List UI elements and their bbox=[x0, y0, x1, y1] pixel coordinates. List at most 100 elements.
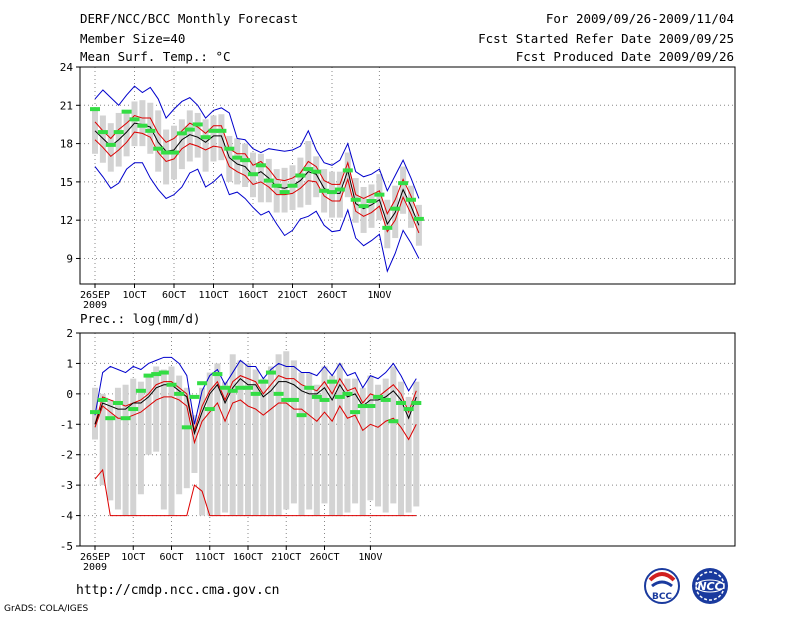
ensemble-box bbox=[222, 381, 229, 513]
observed-marker bbox=[161, 150, 172, 155]
x-tick-label: 26OCT bbox=[317, 290, 347, 301]
observed-marker bbox=[105, 142, 116, 147]
ncc-logo: NCC bbox=[692, 568, 728, 604]
observed-marker bbox=[169, 150, 179, 155]
observed-marker bbox=[250, 391, 261, 396]
observed-marker bbox=[406, 197, 416, 202]
observed-marker bbox=[216, 128, 227, 133]
observed-marker bbox=[90, 410, 100, 415]
series-line-min bbox=[94, 468, 417, 517]
observed-marker bbox=[281, 397, 292, 402]
observed-marker bbox=[181, 425, 192, 430]
ensemble-box bbox=[163, 129, 170, 185]
ensemble-box bbox=[153, 366, 160, 452]
ensemble-box bbox=[260, 378, 267, 516]
observed-marker bbox=[176, 131, 187, 136]
y-tick-label: 21 bbox=[60, 99, 73, 112]
ensemble-box bbox=[267, 366, 274, 516]
ensemble-box bbox=[210, 115, 217, 162]
y-tick-label: 24 bbox=[60, 61, 74, 74]
y-tick-label: 0 bbox=[66, 388, 73, 401]
observed-marker bbox=[373, 394, 384, 399]
observed-marker bbox=[121, 109, 132, 114]
y-tick-label: -5 bbox=[60, 540, 73, 553]
observed-marker bbox=[235, 385, 246, 390]
observed-marker bbox=[255, 163, 266, 168]
x-tick-label: 1OCT bbox=[121, 552, 145, 563]
series-line-min bbox=[94, 162, 420, 273]
member-size: Member Size=40 bbox=[80, 31, 186, 46]
observed-marker bbox=[411, 400, 422, 405]
ensemble-box bbox=[367, 375, 374, 501]
ensemble-box bbox=[329, 375, 336, 516]
observed-marker bbox=[166, 382, 177, 387]
x-tick-label: 11OCT bbox=[195, 552, 225, 563]
observed-marker bbox=[388, 419, 399, 424]
ensemble-box bbox=[297, 157, 304, 208]
ensemble-box bbox=[123, 110, 130, 157]
observed-marker bbox=[311, 394, 322, 399]
ensemble-box bbox=[122, 384, 129, 516]
ensemble-box bbox=[107, 123, 114, 172]
plot-frame bbox=[79, 332, 736, 547]
x-tick-label: 1NOV bbox=[358, 552, 382, 563]
observed-marker bbox=[145, 128, 156, 133]
observed-marker bbox=[403, 407, 414, 412]
ensemble-box bbox=[368, 184, 375, 228]
ensemble-box bbox=[306, 372, 313, 510]
observed-marker bbox=[227, 388, 238, 393]
observed-marker bbox=[287, 183, 298, 188]
ensemble-box bbox=[186, 110, 193, 162]
ensemble-box bbox=[390, 366, 397, 504]
x-tick-label: 6OCT bbox=[159, 552, 183, 563]
observed-marker bbox=[224, 146, 235, 151]
bcc-logo-text: BCC bbox=[652, 592, 672, 602]
panel-temperature: 9 12 15 18 21 24 26SEP 1OCT 6OCT 11OCT 16OCT 21OCT 2… bbox=[60, 61, 736, 311]
observed-marker bbox=[273, 391, 284, 396]
x-tick-label: 16OCT bbox=[238, 290, 268, 301]
ensemble-box bbox=[382, 378, 389, 513]
observed-marker bbox=[113, 130, 124, 135]
ensemble-box bbox=[398, 381, 404, 516]
ensemble-box bbox=[298, 372, 305, 516]
ensemble-box bbox=[376, 174, 383, 221]
observed-marker bbox=[366, 199, 377, 204]
observed-marker bbox=[158, 370, 169, 375]
observed-marker bbox=[357, 404, 368, 409]
ensemble-box bbox=[313, 156, 320, 198]
observed-marker bbox=[143, 373, 154, 378]
y-tick-label: 12 bbox=[60, 214, 73, 227]
y-tick-label: -1 bbox=[60, 418, 73, 431]
ensemble-box bbox=[242, 143, 249, 187]
y-tick-label: 18 bbox=[60, 138, 73, 151]
y-tick-label: 1 bbox=[66, 357, 73, 370]
ensemble-box bbox=[257, 153, 264, 203]
x-tick-label: 26SEP bbox=[80, 552, 110, 563]
y-tick-label: 9 bbox=[66, 252, 73, 265]
source-url[interactable]: http://cmdp.ncc.cma.gov.cn bbox=[76, 583, 280, 598]
observed-marker bbox=[90, 107, 100, 112]
observed-marker bbox=[327, 379, 338, 384]
observed-marker bbox=[192, 122, 203, 127]
panel-title: Prec.: log(mm/d) bbox=[80, 311, 200, 326]
ensemble-box bbox=[137, 381, 144, 495]
ensemble-box bbox=[107, 399, 114, 501]
observed-marker bbox=[135, 388, 146, 393]
observed-marker bbox=[204, 407, 215, 412]
ensemble-box bbox=[413, 381, 420, 507]
observed-marker bbox=[319, 188, 330, 193]
panel-precipitation: -5 -4 -3 -2 -1 0 1 2 26SEP 1OCT 6OCT 11OCT 16OCT 21OC… bbox=[60, 311, 736, 573]
observed-marker bbox=[189, 394, 200, 399]
x-year-label: 2009 bbox=[83, 300, 107, 311]
ensemble-box bbox=[344, 152, 351, 198]
x-tick-label: 16OCT bbox=[233, 552, 263, 563]
observed-marker bbox=[212, 372, 223, 377]
ensemble-box bbox=[275, 354, 282, 516]
observed-marker bbox=[153, 146, 164, 151]
x-tick-label: 6OCT bbox=[162, 290, 186, 301]
observed-marker bbox=[380, 397, 391, 402]
ensemble-box bbox=[139, 100, 146, 147]
x-tick-label: 26SEP bbox=[80, 290, 110, 301]
series-line-max bbox=[94, 356, 417, 425]
ensemble-box bbox=[155, 110, 162, 172]
